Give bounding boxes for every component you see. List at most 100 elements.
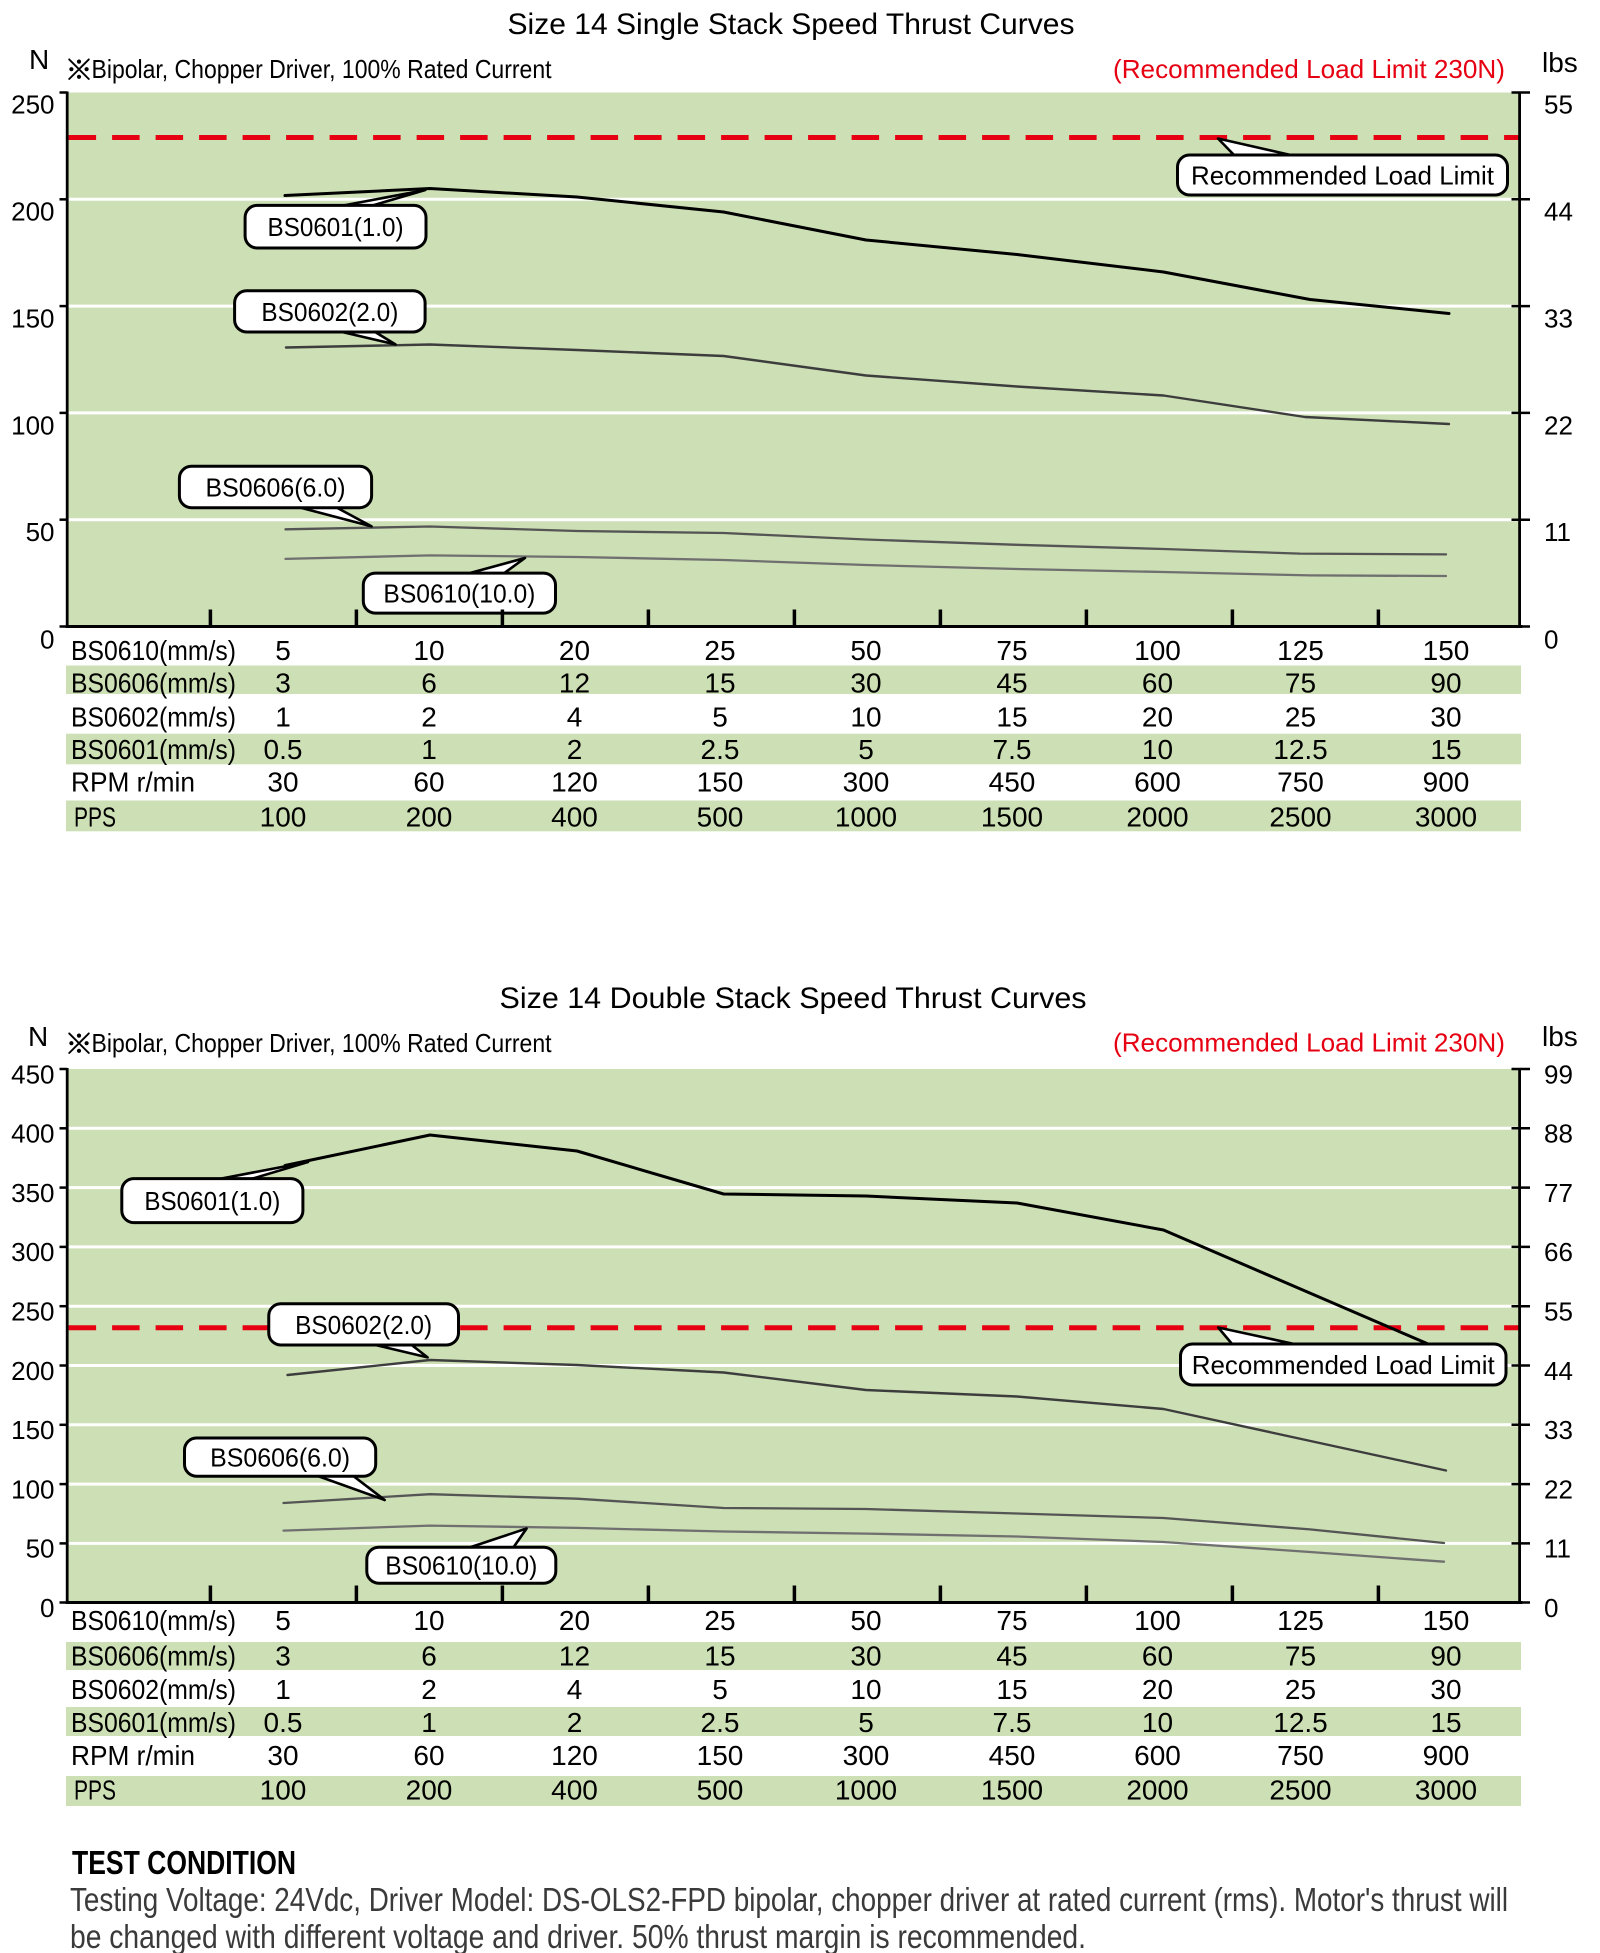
svg-text:55: 55 [1544,90,1573,120]
svg-text:15: 15 [996,1674,1027,1705]
svg-text:30: 30 [1430,1674,1461,1705]
svg-text:900: 900 [1423,766,1470,797]
svg-text:2: 2 [421,701,437,732]
svg-text:Testing Voltage: 24Vdc, Driver: Testing Voltage: 24Vdc, Driver Model: DS… [70,1881,1508,1918]
svg-text:1: 1 [275,1674,291,1705]
svg-text:12.5: 12.5 [1273,1707,1328,1738]
svg-text:lbs: lbs [1542,1021,1578,1052]
svg-text:1500: 1500 [981,801,1043,832]
svg-text:Size 14 Single Stack Speed Thr: Size 14 Single Stack Speed Thrust Curves [508,8,1075,41]
svg-text:2000: 2000 [1126,801,1188,832]
svg-text:60: 60 [413,1740,444,1771]
svg-text:750: 750 [1277,1740,1324,1771]
svg-text:15: 15 [1430,1707,1461,1738]
svg-text:6: 6 [421,1641,437,1672]
svg-text:10: 10 [413,635,444,666]
svg-text:25: 25 [704,635,735,666]
svg-text:100: 100 [1134,1605,1181,1636]
svg-text:150: 150 [697,766,744,797]
svg-text:0: 0 [40,624,54,654]
svg-text:25: 25 [704,1605,735,1636]
svg-text:(Recommended Load Limit 230N): (Recommended Load Limit 230N) [1113,54,1505,84]
svg-text:33: 33 [1544,1415,1573,1445]
svg-text:Recommended Load Limit: Recommended Load Limit [1191,161,1495,191]
svg-text:2000: 2000 [1126,1775,1188,1806]
svg-text:100: 100 [260,801,307,832]
svg-text:400: 400 [11,1119,54,1149]
svg-text:BS0606(mm/s): BS0606(mm/s) [71,1641,236,1672]
svg-text:15: 15 [704,668,735,699]
svg-text:30: 30 [267,1740,298,1771]
svg-text:11: 11 [1544,1534,1571,1564]
svg-text:BS0610(mm/s): BS0610(mm/s) [71,1605,236,1636]
svg-text:12.5: 12.5 [1273,734,1328,765]
svg-text:1000: 1000 [835,1775,897,1806]
svg-text:1: 1 [275,701,291,732]
svg-text:5: 5 [858,734,874,765]
svg-text:1: 1 [421,734,437,765]
svg-text:4: 4 [567,1674,583,1705]
svg-text:11: 11 [1544,517,1571,547]
svg-text:150: 150 [697,1740,744,1771]
svg-text:(Recommended Load Limit 230N): (Recommended Load Limit 230N) [1113,1028,1505,1058]
svg-text:BS0606(6.0): BS0606(6.0) [206,472,346,502]
svg-text:88: 88 [1544,1119,1573,1149]
svg-text:400: 400 [551,801,598,832]
svg-text:100: 100 [11,410,54,440]
svg-text:100: 100 [11,1474,54,1504]
svg-text:15: 15 [704,1641,735,1672]
svg-text:PPS: PPS [74,801,116,832]
svg-text:BS0601(mm/s): BS0601(mm/s) [71,734,236,765]
svg-text:BS0601(mm/s): BS0601(mm/s) [71,1707,236,1738]
svg-text:be changed with different volt: be changed with different voltage and dr… [70,1918,1086,1953]
svg-text:44: 44 [1544,1356,1573,1386]
svg-text:BS0602(2.0): BS0602(2.0) [261,297,398,327]
svg-text:99: 99 [1544,1059,1573,1089]
svg-text:0: 0 [1544,1593,1558,1623]
svg-text:100: 100 [1134,635,1181,666]
svg-text:60: 60 [413,766,444,797]
svg-text:600: 600 [1134,766,1181,797]
svg-text:25: 25 [1285,1674,1316,1705]
svg-text:400: 400 [551,1775,598,1806]
svg-text:3000: 3000 [1415,1775,1477,1806]
svg-text:450: 450 [989,1740,1036,1771]
svg-text:150: 150 [1423,1605,1470,1636]
svg-text:BS0601(1.0): BS0601(1.0) [268,212,404,242]
svg-text:15: 15 [996,701,1027,732]
svg-text:5: 5 [712,701,728,732]
svg-text:20: 20 [1142,1674,1173,1705]
svg-text:3: 3 [275,668,291,699]
svg-text:350: 350 [11,1178,54,1208]
svg-text:55: 55 [1544,1297,1573,1327]
svg-text:BS0610(mm/s): BS0610(mm/s) [71,635,236,666]
svg-text:75: 75 [1285,668,1316,699]
svg-text:4: 4 [567,701,583,732]
svg-text:2: 2 [421,1674,437,1705]
svg-text:1: 1 [421,1707,437,1738]
svg-text:150: 150 [11,1415,54,1445]
svg-text:2500: 2500 [1269,801,1331,832]
svg-text:90: 90 [1430,1641,1461,1672]
svg-text:0: 0 [1544,624,1558,654]
svg-text:30: 30 [267,766,298,797]
svg-text:250: 250 [11,1297,54,1327]
svg-text:60: 60 [1142,1641,1173,1672]
svg-text:15: 15 [1430,734,1461,765]
svg-text:Bipolar, Chopper Driver, 100%: Bipolar, Chopper Driver, 100% Rated Curr… [92,54,553,84]
svg-text:2: 2 [567,734,583,765]
svg-text:lbs: lbs [1542,47,1578,78]
svg-text:75: 75 [1285,1641,1316,1672]
svg-text:10: 10 [850,701,881,732]
svg-text:BS0610(10.0): BS0610(10.0) [385,1551,537,1581]
svg-text:BS0606(mm/s): BS0606(mm/s) [71,668,236,699]
svg-text:150: 150 [1423,635,1470,666]
svg-text:200: 200 [406,1775,453,1806]
svg-text:2500: 2500 [1269,1775,1331,1806]
svg-text:22: 22 [1544,1474,1573,1504]
svg-text:5: 5 [275,1605,291,1636]
svg-text:120: 120 [551,1740,598,1771]
svg-text:5: 5 [275,635,291,666]
svg-text:N: N [29,44,49,75]
svg-text:60: 60 [1142,668,1173,699]
